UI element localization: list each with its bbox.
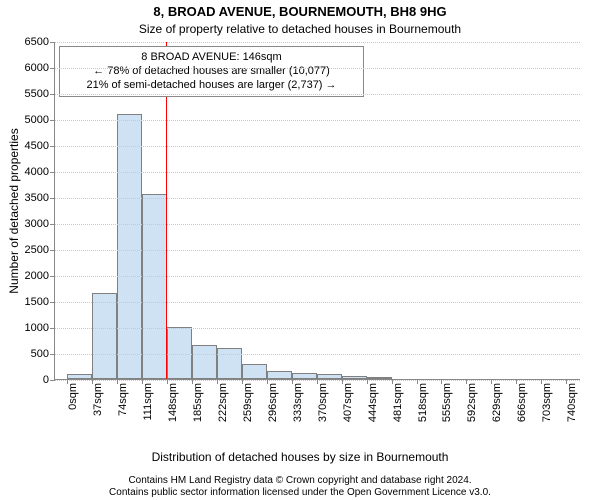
y-tick-label: 0 bbox=[43, 374, 49, 386]
x-tick-label: 555sqm bbox=[441, 383, 453, 422]
annotation-line-3: 21% of semi-detached houses are larger (… bbox=[68, 79, 355, 93]
x-tick-label: 444sqm bbox=[367, 383, 379, 422]
chart-subtitle: Size of property relative to detached ho… bbox=[0, 22, 600, 36]
x-axis-label: Distribution of detached houses by size … bbox=[0, 450, 600, 464]
y-tick-mark bbox=[50, 250, 55, 251]
gridline bbox=[55, 328, 580, 329]
y-tick-label: 5000 bbox=[25, 114, 49, 126]
gridline bbox=[55, 250, 580, 251]
y-tick-mark bbox=[50, 198, 55, 199]
y-tick-mark bbox=[50, 42, 55, 43]
x-tick-label: 296sqm bbox=[267, 383, 279, 422]
x-tick-label: 333sqm bbox=[292, 383, 304, 422]
gridline bbox=[55, 172, 580, 173]
gridline bbox=[55, 42, 580, 43]
histogram-bar bbox=[367, 377, 392, 379]
y-tick-label: 2000 bbox=[25, 270, 49, 282]
y-tick-label: 6500 bbox=[25, 36, 49, 48]
y-tick-label: 1500 bbox=[25, 296, 49, 308]
histogram-bar bbox=[342, 376, 367, 379]
histogram-bar bbox=[167, 327, 192, 379]
y-tick-label: 3500 bbox=[25, 192, 49, 204]
y-tick-mark bbox=[50, 380, 55, 381]
x-tick-label: 666sqm bbox=[516, 383, 528, 422]
histogram-bar bbox=[142, 194, 167, 379]
histogram-bar bbox=[267, 371, 292, 379]
x-tick-label: 629sqm bbox=[491, 383, 503, 422]
y-tick-mark bbox=[50, 120, 55, 121]
footer-line-1: Contains HM Land Registry data © Crown c… bbox=[0, 475, 600, 487]
plot-area: 8 BROAD AVENUE: 146sqm ← 78% of detached… bbox=[54, 42, 580, 380]
y-tick-mark bbox=[50, 328, 55, 329]
x-tick-label: 592sqm bbox=[466, 383, 478, 422]
x-tick-label: 703sqm bbox=[541, 383, 553, 422]
gridline bbox=[55, 198, 580, 199]
y-tick-label: 4500 bbox=[25, 140, 49, 152]
x-tick-label: 222sqm bbox=[217, 383, 229, 422]
chart-footer: Contains HM Land Registry data © Crown c… bbox=[0, 475, 600, 498]
histogram-bar bbox=[117, 114, 142, 379]
x-tick-label: 148sqm bbox=[167, 383, 179, 422]
y-tick-mark bbox=[50, 302, 55, 303]
histogram-bar bbox=[292, 373, 317, 379]
gridline bbox=[55, 276, 580, 277]
gridline bbox=[55, 224, 580, 225]
x-tick-label: 37sqm bbox=[92, 383, 104, 416]
y-axis-label: Number of detached properties bbox=[7, 128, 21, 293]
x-tick-label: 74sqm bbox=[117, 383, 129, 416]
histogram-bar bbox=[67, 374, 92, 379]
chart-container: 8, BROAD AVENUE, BOURNEMOUTH, BH8 9HG Si… bbox=[0, 0, 600, 500]
x-tick-label: 481sqm bbox=[392, 383, 404, 422]
x-tick-label: 111sqm bbox=[142, 383, 154, 421]
x-tick-label: 370sqm bbox=[317, 383, 329, 422]
x-tick-label: 407sqm bbox=[342, 383, 354, 422]
y-tick-label: 2500 bbox=[25, 244, 49, 256]
histogram-bar bbox=[317, 374, 342, 379]
x-tick-label: 740sqm bbox=[566, 383, 578, 422]
footer-line-2: Contains public sector information licen… bbox=[0, 487, 600, 499]
y-tick-label: 4000 bbox=[25, 166, 49, 178]
y-tick-label: 500 bbox=[31, 348, 49, 360]
y-tick-mark bbox=[50, 276, 55, 277]
gridline bbox=[55, 146, 580, 147]
histogram-bar bbox=[92, 293, 117, 379]
y-tick-label: 1000 bbox=[25, 322, 49, 334]
y-tick-mark bbox=[50, 94, 55, 95]
y-tick-label: 3000 bbox=[25, 218, 49, 230]
gridline bbox=[55, 354, 580, 355]
y-tick-label: 6000 bbox=[25, 62, 49, 74]
gridline bbox=[55, 302, 580, 303]
x-tick-label: 259sqm bbox=[242, 383, 254, 422]
y-tick-label: 5500 bbox=[25, 88, 49, 100]
x-tick-label: 518sqm bbox=[417, 383, 429, 422]
y-tick-mark bbox=[50, 224, 55, 225]
x-tick-label: 185sqm bbox=[192, 383, 204, 422]
histogram-bar bbox=[192, 345, 217, 379]
y-tick-mark bbox=[50, 146, 55, 147]
histogram-bar bbox=[242, 364, 267, 379]
gridline bbox=[55, 94, 580, 95]
annotation-line-2: ← 78% of detached houses are smaller (10… bbox=[68, 65, 355, 79]
y-tick-mark bbox=[50, 172, 55, 173]
x-tick-label: 0sqm bbox=[67, 383, 79, 410]
gridline bbox=[55, 68, 580, 69]
annotation-box: 8 BROAD AVENUE: 146sqm ← 78% of detached… bbox=[59, 46, 364, 97]
y-tick-mark bbox=[50, 68, 55, 69]
histogram-bar bbox=[217, 348, 242, 379]
gridline bbox=[55, 120, 580, 121]
y-tick-mark bbox=[50, 354, 55, 355]
chart-title: 8, BROAD AVENUE, BOURNEMOUTH, BH8 9HG bbox=[0, 4, 600, 19]
annotation-line-1: 8 BROAD AVENUE: 146sqm bbox=[68, 51, 355, 65]
